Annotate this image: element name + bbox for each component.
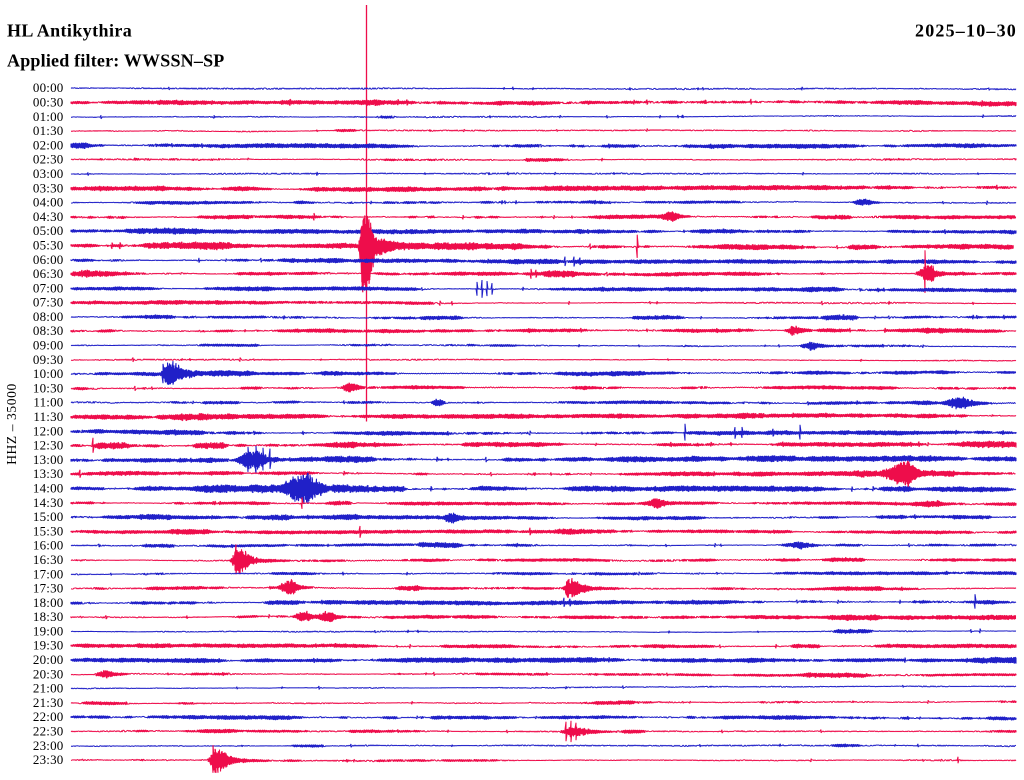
svg-text:12:00: 12:00 [33,424,64,439]
svg-text:02:30: 02:30 [33,152,64,167]
svg-text:HHZ – 35000: HHZ – 35000 [4,383,19,465]
svg-text:16:00: 16:00 [33,538,64,553]
svg-text:07:30: 07:30 [33,295,64,310]
svg-text:09:00: 09:00 [33,338,64,353]
svg-text:23:00: 23:00 [33,738,64,753]
svg-text:01:30: 01:30 [33,123,64,138]
svg-text:08:00: 08:00 [33,309,64,324]
svg-text:22:30: 22:30 [33,724,64,739]
svg-text:21:00: 21:00 [33,681,64,696]
svg-text:20:30: 20:30 [33,667,64,682]
svg-text:15:30: 15:30 [33,524,64,539]
svg-text:15:00: 15:00 [33,509,64,524]
svg-text:04:30: 04:30 [33,209,64,224]
svg-text:03:30: 03:30 [33,181,64,196]
svg-text:09:30: 09:30 [33,352,64,367]
svg-text:00:30: 00:30 [33,95,64,110]
svg-text:22:00: 22:00 [33,709,64,724]
svg-text:06:00: 06:00 [33,252,64,267]
svg-text:14:30: 14:30 [33,495,64,510]
svg-text:23:30: 23:30 [33,752,64,767]
svg-text:12:30: 12:30 [33,438,64,453]
svg-text:04:00: 04:00 [33,195,64,210]
svg-text:14:00: 14:00 [33,481,64,496]
svg-text:00:00: 00:00 [33,80,64,95]
svg-text:13:30: 13:30 [33,466,64,481]
svg-text:05:30: 05:30 [33,238,64,253]
svg-text:16:30: 16:30 [33,552,64,567]
svg-text:Applied filter: WWSSN–SP: Applied filter: WWSSN–SP [7,51,225,71]
svg-text:21:30: 21:30 [33,695,64,710]
svg-text:11:00: 11:00 [33,395,63,410]
svg-text:06:30: 06:30 [33,266,64,281]
svg-text:18:30: 18:30 [33,609,64,624]
svg-text:03:00: 03:00 [33,166,64,181]
svg-text:HL Antikythira: HL Antikythira [7,21,132,41]
svg-text:20:00: 20:00 [33,652,64,667]
svg-text:05:00: 05:00 [33,223,64,238]
svg-text:10:00: 10:00 [33,366,64,381]
svg-text:19:30: 19:30 [33,638,64,653]
svg-text:19:00: 19:00 [33,624,64,639]
svg-text:11:30: 11:30 [33,409,63,424]
svg-text:17:00: 17:00 [33,567,64,582]
svg-text:17:30: 17:30 [33,581,64,596]
svg-text:07:00: 07:00 [33,281,64,296]
svg-text:01:00: 01:00 [33,109,64,124]
svg-text:02:00: 02:00 [33,138,64,153]
svg-text:18:00: 18:00 [33,595,64,610]
svg-text:2025–10–30: 2025–10–30 [915,21,1017,41]
svg-text:13:00: 13:00 [33,452,64,467]
svg-text:08:30: 08:30 [33,323,64,338]
svg-text:10:30: 10:30 [33,381,64,396]
